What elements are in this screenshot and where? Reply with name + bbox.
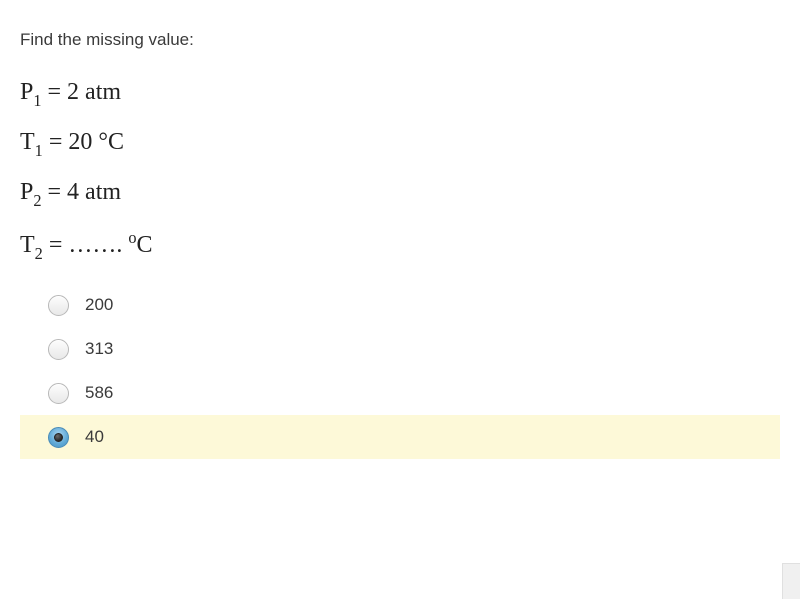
eq-rhs: = 20 °C [43,129,124,155]
option-row[interactable]: 313 [20,327,780,371]
eq-var: T [20,129,35,155]
answer-options: 200 313 586 40 [20,283,780,459]
radio-dot-icon [54,433,63,442]
eq-sub: 1 [33,91,41,110]
radio-icon[interactable] [48,427,69,448]
eq-rhs: = 2 atm [42,79,122,105]
question-prompt: Find the missing value: [20,30,780,50]
eq-dots: ……. [68,232,122,258]
radio-icon[interactable] [48,383,69,404]
eq-var: P [20,79,33,105]
equation-p1: P1 = 2 atm [20,80,780,108]
eq-eq: = [43,232,69,258]
eq-sub: 1 [35,141,43,160]
question-container: Find the missing value: P1 = 2 atm T1 = … [0,0,800,459]
eq-rhs: = 4 atm [42,179,122,205]
option-row[interactable]: 586 [20,371,780,415]
eq-var: T [20,232,35,258]
eq-var: P [20,179,33,205]
option-label: 40 [85,427,104,447]
equations-block: P1 = 2 atm T1 = 20 °C P2 = 4 atm T2 = ……… [20,80,780,261]
option-label: 200 [85,295,113,315]
option-row[interactable]: 40 [20,415,780,459]
eq-sub: 2 [33,191,41,210]
equation-p2: P2 = 4 atm [20,180,780,208]
radio-icon[interactable] [48,339,69,360]
eq-unit-sup: o [128,228,136,247]
option-label: 586 [85,383,113,403]
equation-t2: T2 = ……. oC [20,230,780,261]
equation-t1: T1 = 20 °C [20,130,780,158]
eq-sub: 2 [35,244,43,263]
option-label: 313 [85,339,113,359]
eq-unit: C [137,232,153,258]
option-row[interactable]: 200 [20,283,780,327]
scrollbar-stub[interactable] [782,563,800,599]
radio-icon[interactable] [48,295,69,316]
